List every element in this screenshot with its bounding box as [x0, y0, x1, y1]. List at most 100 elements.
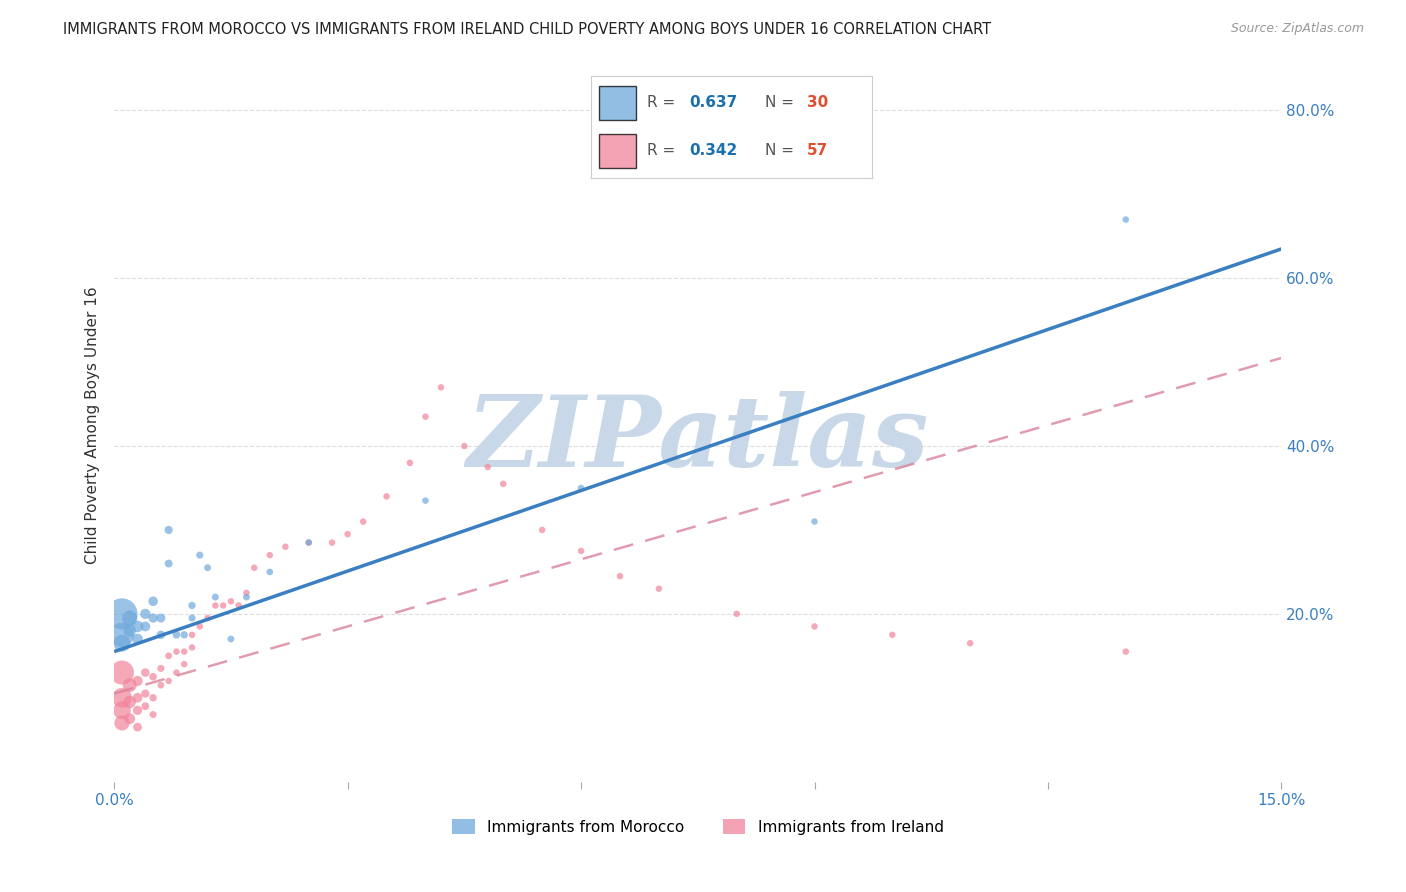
Point [111, 715, 134, 730]
Point [375, 490, 398, 504]
Text: 30: 30 [807, 95, 828, 110]
Point [321, 535, 343, 549]
Point [219, 594, 242, 608]
Text: R =: R = [647, 144, 681, 158]
Point [142, 707, 165, 722]
Point [569, 544, 592, 558]
Point [127, 720, 149, 734]
Point [111, 636, 134, 650]
Point [803, 515, 825, 529]
Text: Source: ZipAtlas.com: Source: ZipAtlas.com [1230, 22, 1364, 36]
Point [219, 632, 242, 646]
Point [648, 582, 671, 596]
Point [204, 590, 226, 604]
Point [228, 599, 250, 613]
Text: 0.637: 0.637 [689, 95, 737, 110]
Point [165, 628, 187, 642]
Point [127, 690, 149, 705]
Point [118, 624, 141, 638]
Point [197, 560, 219, 574]
Point [181, 599, 204, 613]
Text: IMMIGRANTS FROM MOROCCO VS IMMIGRANTS FROM IRELAND CHILD POVERTY AMONG BOYS UNDE: IMMIGRANTS FROM MOROCCO VS IMMIGRANTS FR… [63, 22, 991, 37]
Point [803, 619, 825, 633]
FancyBboxPatch shape [599, 135, 636, 168]
Point [212, 599, 235, 613]
Point [352, 515, 374, 529]
Point [111, 690, 134, 705]
Point [111, 628, 134, 642]
Point [399, 456, 422, 470]
Point [127, 703, 149, 717]
Point [134, 665, 156, 680]
Point [259, 565, 281, 579]
Point [111, 665, 134, 680]
Point [142, 670, 165, 684]
Point [111, 607, 134, 621]
Point [492, 476, 515, 491]
Point [188, 619, 211, 633]
Point [959, 636, 981, 650]
Point [157, 648, 180, 663]
FancyBboxPatch shape [599, 87, 636, 120]
Point [127, 673, 149, 688]
Point [415, 493, 437, 508]
Point [173, 657, 195, 672]
Point [134, 619, 156, 633]
Point [477, 460, 499, 475]
Point [142, 594, 165, 608]
Point [149, 661, 172, 675]
Text: ZIPatlas: ZIPatlas [467, 391, 929, 488]
Point [415, 409, 437, 424]
Point [453, 439, 475, 453]
Point [157, 557, 180, 571]
Point [181, 640, 204, 655]
Point [173, 628, 195, 642]
Point [336, 527, 359, 541]
Point [118, 611, 141, 625]
Point [157, 523, 180, 537]
Point [725, 607, 748, 621]
Point [197, 611, 219, 625]
Point [298, 535, 321, 549]
Legend: Immigrants from Morocco, Immigrants from Ireland: Immigrants from Morocco, Immigrants from… [451, 819, 943, 835]
Point [298, 535, 321, 549]
Point [204, 599, 226, 613]
Point [134, 699, 156, 714]
Y-axis label: Child Poverty Among Boys Under 16: Child Poverty Among Boys Under 16 [86, 286, 100, 564]
Point [243, 560, 266, 574]
Point [157, 673, 180, 688]
Point [134, 687, 156, 701]
Point [118, 712, 141, 726]
Text: 57: 57 [807, 144, 828, 158]
Point [235, 586, 257, 600]
Point [134, 607, 156, 621]
Point [188, 548, 211, 562]
Point [118, 695, 141, 709]
Point [142, 611, 165, 625]
Point [111, 703, 134, 717]
Point [127, 632, 149, 646]
Point [1115, 645, 1137, 659]
Text: N =: N = [765, 95, 799, 110]
Point [430, 380, 453, 394]
Point [274, 540, 297, 554]
Point [165, 665, 187, 680]
Point [149, 678, 172, 692]
Text: 0.342: 0.342 [689, 144, 737, 158]
Text: R =: R = [647, 95, 681, 110]
Point [165, 645, 187, 659]
Point [149, 628, 172, 642]
Point [181, 628, 204, 642]
Point [569, 481, 592, 495]
Point [181, 611, 204, 625]
Point [142, 690, 165, 705]
Point [118, 678, 141, 692]
Point [882, 628, 904, 642]
Point [235, 590, 257, 604]
Text: N =: N = [765, 144, 799, 158]
Point [531, 523, 554, 537]
Point [127, 619, 149, 633]
Point [173, 645, 195, 659]
Point [149, 611, 172, 625]
Point [259, 548, 281, 562]
